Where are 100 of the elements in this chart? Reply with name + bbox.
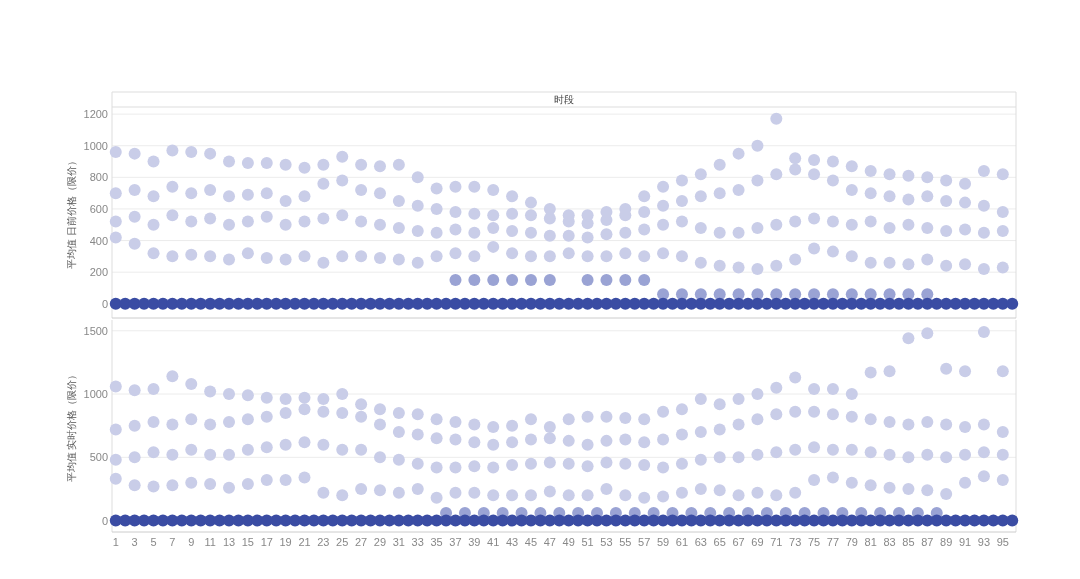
point: [619, 457, 632, 470]
point: [279, 474, 292, 487]
point: [713, 484, 726, 497]
point: [430, 250, 443, 263]
point: [449, 486, 462, 499]
point: [713, 158, 726, 171]
y-tick-label: 1000: [83, 388, 108, 401]
point: [430, 413, 443, 426]
point: [789, 253, 802, 266]
x-tick-label: 83: [883, 536, 896, 548]
point: [468, 207, 481, 220]
point: [864, 187, 877, 200]
point: [298, 215, 311, 228]
x-tick-label: 37: [449, 536, 462, 548]
point: [411, 457, 424, 470]
point: [223, 253, 236, 266]
point: [468, 274, 481, 287]
point: [204, 477, 217, 490]
point: [675, 250, 688, 263]
point: [392, 221, 405, 234]
point: [147, 247, 160, 260]
point: [883, 190, 896, 203]
point: [241, 157, 254, 170]
point: [675, 486, 688, 499]
x-tick-label: 15: [241, 536, 255, 548]
point: [506, 207, 519, 220]
point: [430, 202, 443, 215]
x-tick-label: 71: [770, 536, 783, 548]
point: [185, 146, 198, 159]
point: [826, 174, 839, 187]
point: [977, 199, 990, 212]
point: [581, 438, 594, 451]
point: [732, 393, 745, 406]
point: [864, 215, 877, 228]
point: [562, 489, 575, 502]
point: [600, 482, 613, 495]
point: [109, 423, 122, 436]
x-tick-label: 13: [222, 536, 236, 548]
x-tick-label: 59: [656, 536, 670, 548]
point: [940, 418, 953, 431]
point: [166, 370, 179, 383]
point: [940, 488, 953, 501]
point: [336, 209, 349, 222]
y-tick-label: 0: [101, 514, 108, 527]
point: [808, 474, 821, 487]
point: [373, 218, 386, 231]
point: [770, 112, 783, 125]
x-tick-label: 47: [543, 536, 556, 548]
point: [355, 398, 368, 411]
point: [392, 407, 405, 420]
point: [826, 215, 839, 228]
point: [959, 365, 972, 378]
point: [657, 247, 670, 260]
point: [977, 165, 990, 178]
point: [562, 457, 575, 470]
point: [223, 448, 236, 461]
point: [619, 489, 632, 502]
point: [732, 489, 745, 502]
point: [996, 225, 1009, 238]
point: [808, 405, 821, 418]
point: [449, 180, 462, 193]
point: [166, 479, 179, 492]
point: [147, 382, 160, 395]
point: [657, 433, 670, 446]
point: [317, 393, 330, 406]
point: [336, 443, 349, 456]
x-tick-label: 21: [298, 536, 311, 548]
point: [411, 225, 424, 238]
point: [128, 479, 141, 492]
point: [373, 187, 386, 200]
point: [317, 438, 330, 451]
point: [260, 210, 273, 223]
point: [109, 231, 122, 244]
point: [524, 250, 537, 263]
x-tick-label: 67: [732, 536, 745, 548]
point: [298, 391, 311, 404]
y-tick-label: 400: [89, 234, 108, 247]
point: [808, 212, 821, 225]
point: [940, 362, 953, 375]
point: [166, 180, 179, 193]
x-tick-label: 91: [958, 536, 972, 548]
point: [751, 448, 764, 461]
point: [675, 195, 688, 208]
point: [675, 174, 688, 187]
point: [638, 206, 651, 219]
x-tick-label: 89: [940, 536, 953, 548]
y-tick-label: 500: [89, 451, 108, 464]
point: [770, 446, 783, 459]
point: [883, 221, 896, 234]
y-tick-label: 0: [101, 297, 108, 310]
point: [581, 460, 594, 473]
point: [694, 482, 707, 495]
x-tick-label: 61: [675, 536, 689, 548]
point: [468, 460, 481, 473]
point: [996, 474, 1009, 487]
point: [524, 413, 537, 426]
point: [260, 157, 273, 170]
point: [845, 160, 858, 173]
point: [487, 183, 500, 196]
point: [638, 250, 651, 263]
